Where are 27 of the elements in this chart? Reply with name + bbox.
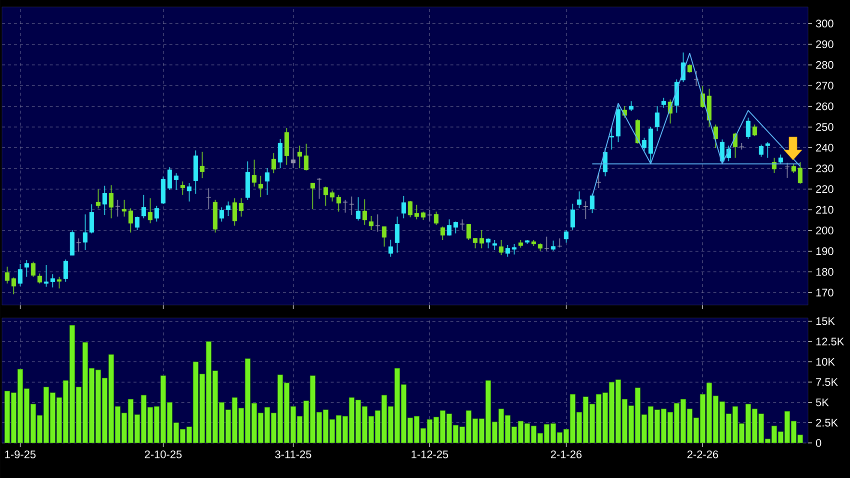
x-tick-label: 2-1-26 [550,450,582,458]
y-tick-label: 170 [816,288,834,296]
y-tick-label: 240 [816,144,834,152]
y-tick-label: 250 [816,123,834,131]
y-tick-label: 260 [816,102,834,110]
y-tick-label: 210 [816,206,834,214]
x-tick-label: 1-12-25 [412,450,448,458]
y-tick-label: 300 [816,20,834,28]
y-tick-label: 2.5K [816,418,838,427]
y-tick-label: 0 [816,439,822,447]
y-tick-label: 7.5K [816,378,838,386]
y-tick-label: 270 [816,82,834,90]
y-tick-label: 280 [816,61,834,69]
y-tick-label: 5K [816,398,829,406]
x-tick-label: 2-10-25 [144,450,182,458]
y-tick-label: 15K [816,317,835,326]
y-tick-label: 10K [816,358,835,366]
y-tick-label: 200 [816,226,834,234]
y-tick-label: 230 [816,164,834,172]
x-tick-label: 3-11-25 [275,450,312,458]
x-tick-label: 1-9-25 [5,450,36,458]
y-tick-label: 190 [816,247,834,256]
y-tick-label: 180 [816,268,834,276]
y-tick-label: 12.5K [816,338,844,346]
x-tick-label: 2-2-26 [687,450,718,458]
y-tick-label: 220 [816,185,834,193]
y-tick-label: 290 [816,40,834,48]
